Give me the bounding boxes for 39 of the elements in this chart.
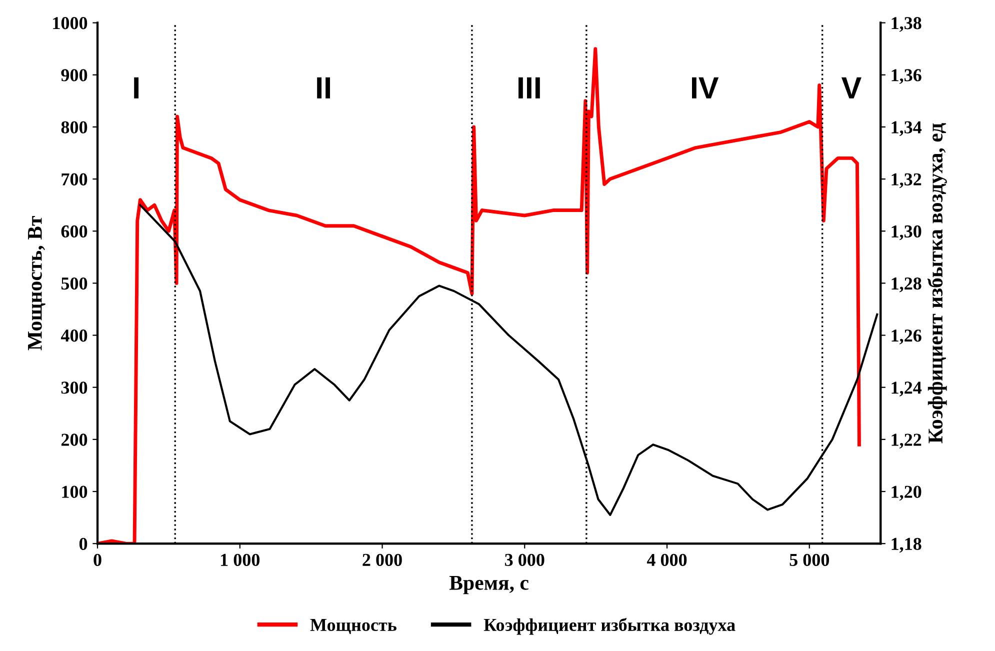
y-tick-label: 700 [62,173,88,186]
y2-tick-label: 1,28 [892,277,922,292]
x-tick-label: 1 000 [221,554,260,566]
legend-label: Коэффициент избытка воздуха [484,618,736,635]
y2-tick-label: 1,36 [892,69,922,84]
annotation: II [317,77,330,98]
y-tick-label: 100 [62,486,88,498]
x-tick-label: 2 000 [362,554,402,566]
annotation: IV [692,77,719,98]
annotation: V [841,77,862,98]
y2-tick-label: 1,20 [892,486,922,501]
y2-tick-label: 1,30 [892,225,922,240]
y2-tick-label: 1,32 [892,173,922,188]
y2-tick-label: 1,34 [892,121,922,136]
y-tick-label: 0 [79,538,88,550]
x-tick-label: 3 000 [505,554,544,566]
y-axis-title: Мощность, Вт [28,216,46,350]
y2-tick-label: 1,26 [892,330,922,344]
y2-axis-title: Коэффициент избытка воздуха, ед [927,123,947,444]
y-tick-label: 500 [61,277,88,290]
legend-label: Мощность [310,619,396,634]
x-axis-title: Время, с [449,576,528,594]
y-tick-label: 1000 [53,17,88,30]
y2-tick-label: 1,24 [892,382,922,396]
x-tick-label: 4 000 [646,554,687,566]
y2-tick-label: 1,38 [892,17,922,32]
y-tick-label: 300 [61,382,88,394]
x-tick-label: 5 000 [790,554,830,566]
y-tick-label: 200 [61,434,88,446]
y-tick-label: 600 [61,225,88,238]
line-series [98,47,861,544]
y2-tick-label: 1,22 [892,434,922,448]
y-tick-label: 900 [61,69,88,82]
y-tick-label: 400 [60,330,88,342]
annotation: I [134,77,139,98]
y-tick-label: 800 [61,121,88,134]
annotation: III [518,77,540,98]
x-tick-label: 0 [94,554,102,566]
y2-tick-label: 1,18 [892,538,922,553]
